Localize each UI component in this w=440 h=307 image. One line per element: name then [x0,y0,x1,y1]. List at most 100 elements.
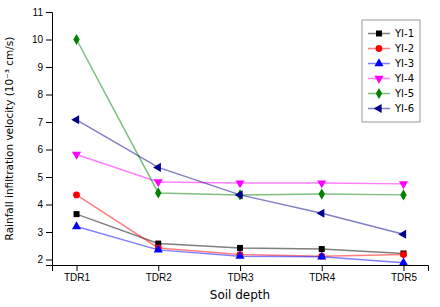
y-tick: 11 [33,7,52,18]
legend: YI-1 YI-2 YI-3 YI-4 YI-5 YI-6 [362,20,420,122]
x-axis-title: Soil depth [210,288,270,302]
x-tick-mark [240,265,241,271]
legend-item: YI-3 [368,58,414,69]
y-tick-label: 10 [32,34,44,45]
point [319,188,325,199]
y-tick-label: 7 [37,117,43,128]
y-tick-mark [46,260,52,261]
point [72,221,81,229]
point [154,245,163,253]
y-tick-label: 3 [37,227,43,238]
legend-marker [376,31,382,37]
point [235,190,243,199]
y-axis-line [46,13,53,266]
legend-item: YI-2 [368,43,414,54]
y-tick-mark [46,177,52,178]
point [73,191,80,198]
point [316,209,324,218]
point [73,34,79,45]
legend-item: YI-4 [368,73,414,84]
x-tick-mark [77,265,78,271]
x-tick-mark [158,265,159,271]
y-tick-label: 4 [37,199,43,210]
point [399,258,408,265]
x-tick-label: TDR5 [391,272,418,283]
legend-marker [374,58,383,66]
plot: TDR1 TDR2 TDR3 TDR4 TDR5 2 3 4 5 6 7 8 9 10 11 YI-1 YI-2… [32,7,429,283]
x-tick-mark [322,265,323,271]
x-tick-label: TDR4 [309,272,336,283]
y-tick-mark [46,205,52,206]
point [319,246,325,252]
y-tick: 9 [37,62,52,73]
series-line [77,195,404,256]
series-line [77,40,404,195]
x-tick-label: TDR2 [146,272,173,283]
legend-item: YI-5 [368,88,414,99]
y-tick-label: 2 [37,254,43,265]
series [74,211,407,256]
x-axis-line [53,266,429,272]
series [71,115,406,239]
point [317,251,326,259]
series-line [77,227,404,263]
y-axis: 2 3 4 5 6 7 8 9 10 11 [32,7,53,266]
legend-item: YI-6 [368,103,414,114]
point [398,230,406,239]
y-tick-label: 6 [37,144,43,155]
legend-marker [376,88,382,99]
x-tick: TDR2 [146,265,173,283]
y-tick: 4 [37,199,52,210]
y-tick-mark [46,67,52,68]
y-tick-mark [46,95,52,96]
series-line [77,214,404,253]
legend-label: YI-3 [394,58,414,69]
y-tick: 3 [37,227,52,238]
point [74,211,80,217]
point [71,115,79,124]
legend-marker [376,45,383,52]
point [155,187,161,198]
marks [71,34,408,265]
point [317,180,326,188]
y-tick-mark [46,12,52,13]
legend-label: YI-6 [394,103,414,114]
series-line [77,120,404,234]
point [235,180,244,188]
y-tick-label: 5 [37,172,43,183]
y-tick: 2 [37,254,52,265]
y-tick: 5 [37,172,52,183]
y-tick: 7 [37,117,52,128]
legend-marker [374,104,382,113]
x-tick: TDR1 [64,265,91,283]
point [399,181,408,189]
series-line [77,154,404,183]
series [73,191,407,259]
y-tick-label: 11 [33,7,44,18]
y-tick: 10 [32,34,52,45]
chart: TDR1 TDR2 TDR3 TDR4 TDR5 2 3 4 5 6 7 8 9 10 11 YI-1 YI-2… [0,0,440,307]
x-tick: TDR3 [227,265,254,283]
legend-label: YI-1 [394,28,414,39]
point [153,163,161,172]
x-tick: TDR5 [391,265,418,283]
legend-marker [374,76,383,84]
series [72,221,408,265]
y-tick-label: 9 [37,62,43,73]
x-tick: TDR4 [309,265,336,283]
series [72,152,408,189]
point [235,251,244,259]
legend-box [362,20,420,122]
series [73,34,406,201]
x-axis: TDR1 TDR2 TDR3 TDR4 TDR5 [53,265,429,283]
x-tick-label: TDR1 [64,272,91,283]
legend-label: YI-2 [394,43,414,54]
y-tick: 8 [37,89,52,100]
y-tick-mark [46,150,52,151]
x-tick-mark [403,265,404,271]
legend-label: YI-5 [394,88,414,99]
legend-label: YI-4 [394,73,414,84]
y-tick-mark [46,40,52,41]
y-tick-mark [46,122,52,123]
y-axis-title: Rainfall infiltration velocity (10⁻³ cm/… [3,37,15,241]
